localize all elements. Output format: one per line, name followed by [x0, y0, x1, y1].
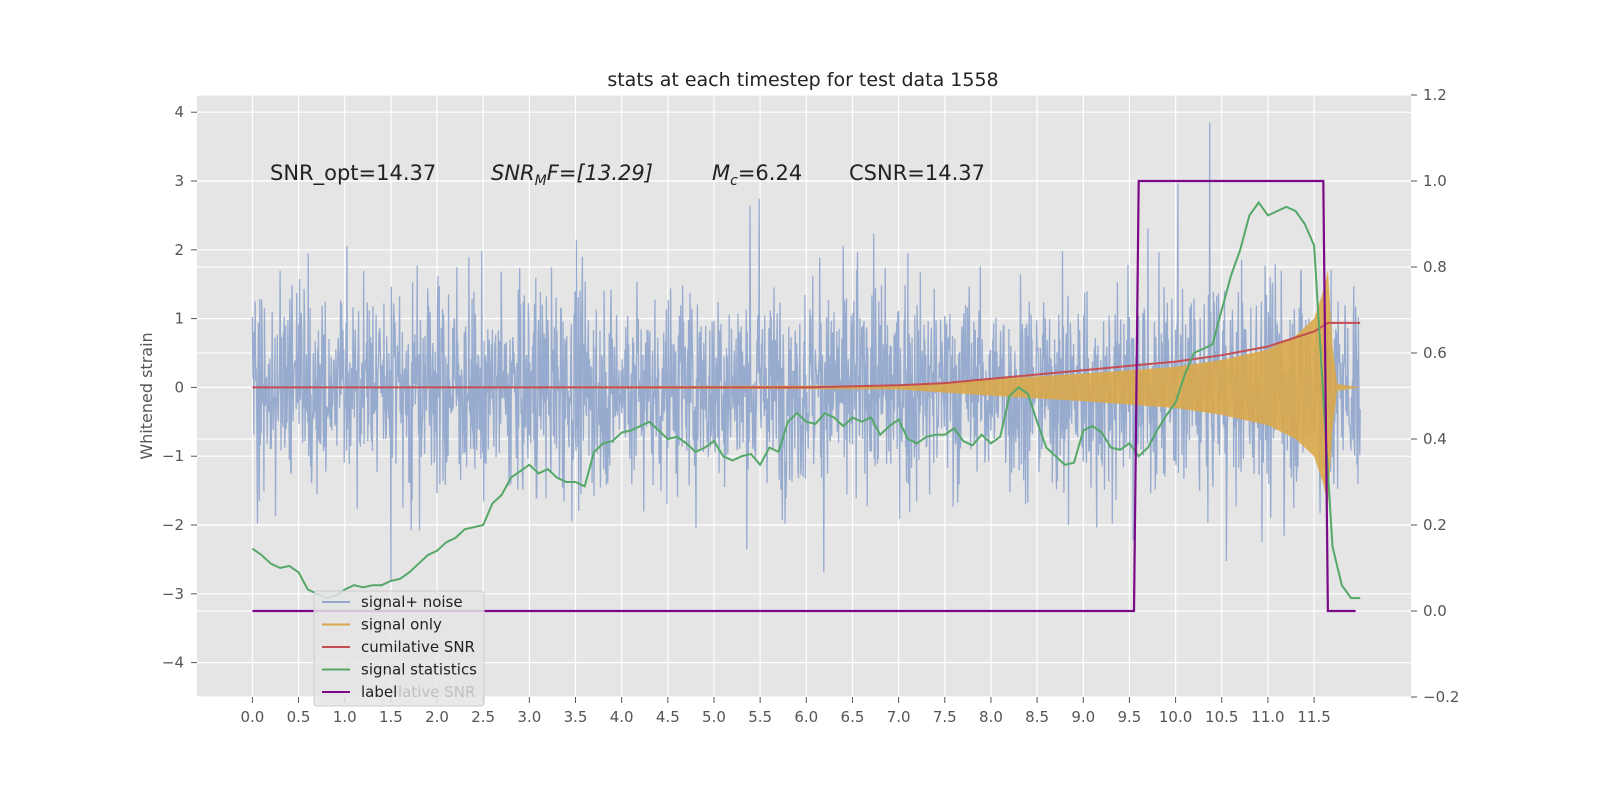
y2-tick-label: 0.0	[1423, 602, 1447, 620]
annotation-mc-rest: =6.24	[738, 161, 802, 185]
y-axis-right: 1.2 1.0 0.8 0.6 0.4 0.2 0.0 −0.2	[1411, 86, 1459, 706]
label-line	[252, 179, 1356, 613]
legend-ghost-text: lative SNR	[398, 683, 475, 701]
y2-tick-label: −0.2	[1423, 688, 1459, 706]
signal-noise-series	[251, 122, 1361, 583]
y-axis-left: 4 3 2 1 0 −1 −2 −3 −4	[162, 103, 197, 672]
legend-label: signal statistics	[361, 661, 477, 679]
annotation-snr-mf-main: SNR	[491, 161, 535, 185]
y-tick-label: −2	[162, 516, 184, 534]
legend-label: signal+ noise	[361, 593, 463, 611]
x-tick-label: 11.0	[1251, 708, 1284, 726]
x-tick-label: 0.5	[287, 708, 311, 726]
x-tick-label: 3.5	[564, 708, 588, 726]
x-tick-label: 7.0	[887, 708, 911, 726]
annotation-snr-mf-sub: M	[535, 173, 547, 189]
y-tick-label: 3	[174, 172, 184, 190]
x-tick-label: 3.0	[517, 708, 541, 726]
x-tick-label: 10.0	[1159, 708, 1192, 726]
y-axis-label: Whitened strain	[137, 332, 156, 459]
x-tick-label: 5.0	[702, 708, 726, 726]
y-tick-label: 4	[174, 103, 184, 121]
chart-title: stats at each timestep for test data 155…	[607, 69, 998, 91]
x-tick-label: 4.0	[610, 708, 634, 726]
y-tick-label: 1	[174, 310, 184, 328]
y-tick-label: −3	[162, 585, 184, 603]
annotation-csnr: CSNR=14.37	[849, 161, 985, 185]
y2-tick-label: 1.0	[1423, 172, 1447, 190]
x-tick-label: 9.5	[1117, 708, 1141, 726]
x-tick-label: 4.5	[656, 708, 680, 726]
x-tick-label: 9.0	[1071, 708, 1095, 726]
x-tick-label: 8.5	[1025, 708, 1049, 726]
legend-label: label	[361, 683, 397, 701]
annotation-mc: Mc=6.24	[712, 161, 802, 189]
line-series	[251, 179, 1361, 613]
annotation-snr-mf-rest: F=[13.29]	[547, 161, 653, 185]
y-tick-label: −4	[162, 654, 184, 672]
x-axis: 0.0 0.5 1.0 1.5 2.0 2.5 3.0 3.5 4.0 4.5 5.0 5.5 6.0 6…	[240, 697, 1331, 726]
y2-tick-label: 0.2	[1423, 516, 1447, 534]
cumilative-snr-line	[252, 321, 1361, 389]
annotation-snr-mf: SNRMF=[13.29]	[491, 161, 653, 189]
x-tick-label: 8.0	[979, 708, 1003, 726]
y-tick-label: 0	[174, 378, 184, 396]
y-tick-label: 2	[174, 241, 184, 259]
x-tick-label: 6.0	[794, 708, 818, 726]
legend-box	[313, 590, 485, 707]
y-tick-label: −1	[162, 447, 184, 465]
x-tick-label: 2.0	[425, 708, 449, 726]
x-tick-label: 7.5	[933, 708, 957, 726]
legend-label: cumilative SNR	[361, 638, 475, 656]
x-tick-label: 1.5	[379, 708, 403, 726]
y2-tick-label: 0.4	[1423, 430, 1447, 448]
legend-label: signal only	[361, 616, 442, 634]
legend: lative SNR signal+ noise signal only cumil…	[313, 590, 485, 707]
x-tick-label: 10.5	[1205, 708, 1238, 726]
x-tick-label: 1.0	[333, 708, 357, 726]
y2-tick-label: 0.6	[1423, 344, 1447, 362]
y2-tick-label: 1.2	[1423, 86, 1447, 104]
x-tick-label: 11.5	[1297, 708, 1330, 726]
x-tick-label: 0.0	[240, 708, 264, 726]
y2-tick-label: 0.8	[1423, 258, 1447, 276]
annotation-mc-main: M	[712, 161, 730, 185]
x-tick-label: 6.5	[841, 708, 865, 726]
x-tick-label: 2.5	[471, 708, 495, 726]
annotation-snr-opt: SNR_opt=14.37	[270, 161, 436, 186]
signal-statistics-line	[251, 200, 1361, 600]
signal-noise-line	[251, 122, 1361, 583]
x-tick-label: 5.5	[748, 708, 772, 726]
annotation-mc-sub: c	[730, 173, 738, 189]
